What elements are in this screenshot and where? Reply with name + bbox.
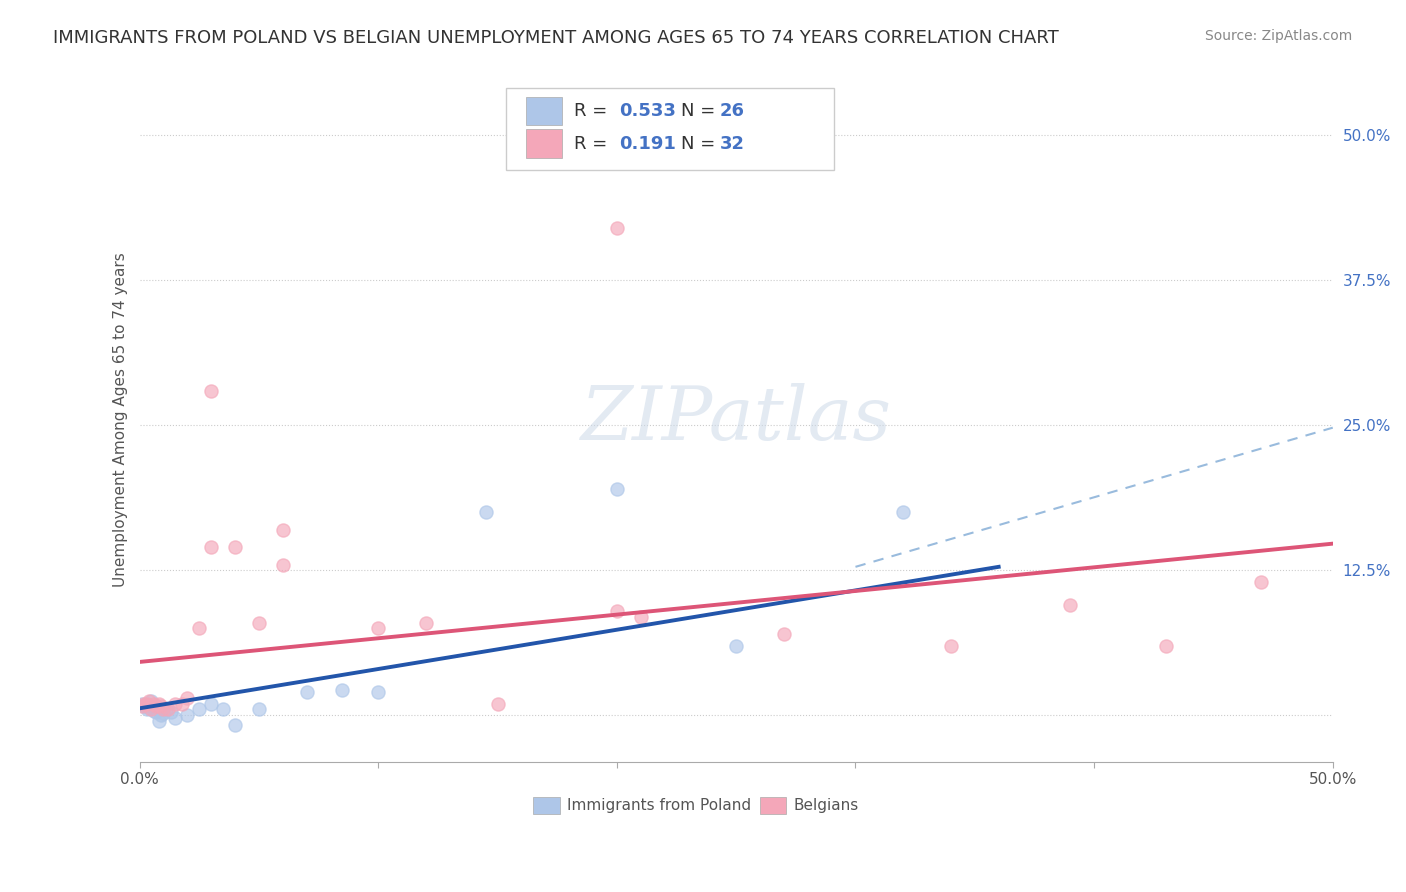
Point [131, 697, 153, 711]
Text: Source: ZipAtlas.com: Source: ZipAtlas.com [1205, 29, 1353, 43]
Point [134, 697, 156, 711]
Text: 26: 26 [720, 102, 744, 120]
Point [891, 505, 914, 519]
Point [1250, 574, 1272, 589]
Point [152, 702, 174, 716]
Point [224, 717, 246, 731]
Text: 0.191: 0.191 [619, 135, 676, 153]
FancyBboxPatch shape [761, 797, 786, 814]
Point [172, 697, 194, 711]
Point [474, 505, 496, 519]
Point [135, 697, 157, 711]
Text: Immigrants from Poland: Immigrants from Poland [567, 798, 751, 813]
Point [145, 698, 167, 713]
Point [142, 704, 165, 718]
Point [271, 558, 294, 572]
Point [606, 482, 628, 496]
Point [415, 615, 437, 630]
Point [725, 639, 748, 653]
Y-axis label: Unemployment Among Ages 65 to 74 years: Unemployment Among Ages 65 to 74 years [114, 252, 128, 587]
Point [606, 221, 628, 235]
Text: IMMIGRANTS FROM POLAND VS BELGIAN UNEMPLOYMENT AMONG AGES 65 TO 74 YEARS CORRELA: IMMIGRANTS FROM POLAND VS BELGIAN UNEMPL… [53, 29, 1059, 46]
Point [138, 694, 160, 708]
Point [773, 627, 796, 641]
Point [224, 540, 246, 554]
Text: R =: R = [574, 102, 613, 120]
Text: 0.533: 0.533 [619, 102, 676, 120]
Point [141, 694, 163, 708]
Point [148, 714, 170, 728]
Point [150, 698, 173, 713]
Point [200, 384, 222, 398]
Point [212, 702, 235, 716]
Point [188, 702, 211, 716]
Point [135, 702, 157, 716]
Point [1059, 598, 1081, 612]
Point [148, 697, 170, 711]
Point [271, 523, 294, 537]
Text: ZIPatlas: ZIPatlas [581, 384, 891, 456]
FancyBboxPatch shape [533, 797, 560, 814]
Point [131, 698, 153, 713]
Point [176, 690, 198, 705]
Point [176, 708, 198, 723]
Point [152, 706, 174, 720]
Text: R =: R = [574, 135, 613, 153]
Point [145, 705, 167, 719]
Point [1154, 639, 1177, 653]
Point [367, 685, 389, 699]
Point [141, 702, 163, 716]
Point [606, 604, 628, 618]
Text: N =: N = [682, 135, 721, 153]
Point [295, 685, 318, 699]
Point [939, 639, 962, 653]
Text: N =: N = [682, 102, 721, 120]
Point [165, 697, 187, 711]
Point [247, 615, 270, 630]
FancyBboxPatch shape [506, 87, 834, 169]
Point [332, 682, 354, 697]
Point [200, 697, 222, 711]
Point [159, 705, 181, 719]
Point [150, 708, 173, 723]
Point [247, 702, 270, 716]
Point [486, 697, 509, 711]
Point [142, 697, 165, 711]
FancyBboxPatch shape [526, 129, 562, 158]
Point [134, 698, 156, 713]
Point [188, 621, 211, 635]
Point [200, 540, 222, 554]
Text: 32: 32 [720, 135, 744, 153]
Point [155, 702, 177, 716]
Point [630, 609, 652, 624]
Point [138, 701, 160, 715]
Point [367, 621, 389, 635]
Point [157, 702, 180, 716]
Point [165, 710, 187, 724]
FancyBboxPatch shape [526, 96, 562, 126]
Text: Belgians: Belgians [793, 798, 859, 813]
